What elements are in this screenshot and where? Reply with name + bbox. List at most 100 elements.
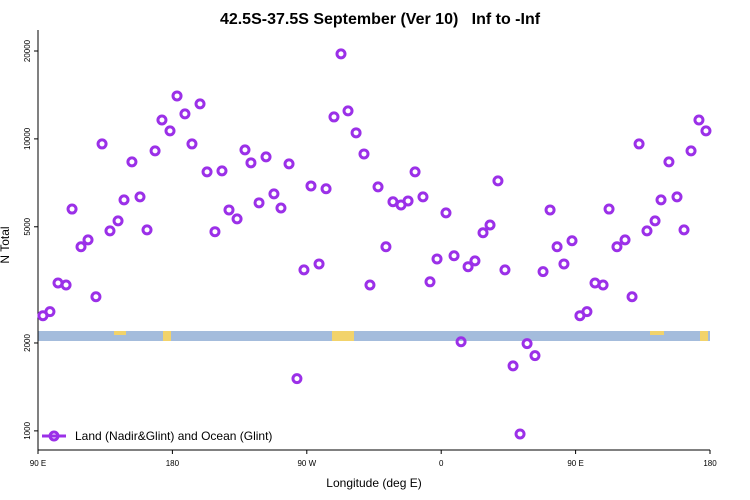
point (372, 181, 384, 193)
x-tick-label: 90 E (30, 459, 46, 468)
mask-land (700, 331, 708, 341)
point (313, 258, 325, 270)
point (82, 234, 94, 246)
point (514, 428, 526, 440)
point (409, 166, 421, 178)
point (260, 151, 272, 163)
point (551, 241, 563, 253)
point (626, 291, 638, 303)
point (275, 202, 287, 214)
point (239, 144, 251, 156)
mask-band (38, 331, 710, 341)
point (424, 276, 436, 288)
point (283, 158, 295, 170)
point (194, 98, 206, 110)
point (603, 203, 615, 215)
point (431, 253, 443, 265)
point (253, 197, 265, 209)
point (507, 360, 519, 372)
chart-title: 42.5S-37.5S September (Ver 10) Inf to -I… (220, 11, 541, 28)
y-tick-label: 5000 (23, 217, 32, 235)
point (499, 264, 511, 276)
point (60, 279, 72, 291)
point (693, 114, 705, 126)
x-axis-label: Longitude (deg E) (326, 476, 421, 490)
point (66, 203, 78, 215)
point (118, 194, 130, 206)
legend: Land (Nadir&Glint) and Ocean (Glint) (42, 429, 272, 443)
x-tick-label: 90 W (297, 459, 316, 468)
point (417, 191, 429, 203)
point (492, 175, 504, 187)
point (700, 125, 712, 137)
point (462, 261, 474, 273)
point (104, 225, 116, 237)
x-tick-label: 0 (439, 459, 444, 468)
point (448, 250, 460, 262)
mask-land (332, 331, 354, 341)
point (521, 338, 533, 350)
point (335, 48, 347, 60)
point (380, 241, 392, 253)
point (134, 191, 146, 203)
point (537, 266, 549, 278)
point (291, 373, 303, 385)
legend-marker (48, 430, 60, 442)
point (440, 207, 452, 219)
point (179, 108, 191, 120)
point (671, 191, 683, 203)
point (149, 145, 161, 157)
point (231, 213, 243, 225)
y-tick-label: 1000 (23, 421, 32, 439)
point (75, 241, 87, 253)
point (201, 166, 213, 178)
point (298, 264, 310, 276)
point (305, 180, 317, 192)
x-tick-label: 180 (703, 459, 717, 468)
point (611, 241, 623, 253)
point (350, 127, 362, 139)
point (597, 279, 609, 291)
point (484, 219, 496, 231)
point (469, 255, 481, 267)
point (171, 90, 183, 102)
point (156, 114, 168, 126)
x-tick-label: 90 E (567, 459, 583, 468)
point (455, 336, 467, 348)
point (364, 279, 376, 291)
point (402, 195, 414, 207)
point (126, 156, 138, 168)
point (209, 226, 221, 238)
point (216, 165, 228, 177)
point (320, 183, 332, 195)
point (44, 306, 56, 318)
point (112, 215, 124, 227)
point (619, 234, 631, 246)
point (141, 224, 153, 236)
point (558, 258, 570, 270)
point (685, 145, 697, 157)
point (641, 225, 653, 237)
point (477, 227, 489, 239)
point (358, 148, 370, 160)
y-axis-label: N Total (0, 226, 12, 263)
legend-label: Land (Nadir&Glint) and Ocean (Glint) (75, 429, 272, 443)
x-tick-label: 180 (166, 459, 180, 468)
point (342, 105, 354, 117)
y-tick-label: 2000 (23, 334, 32, 352)
point (245, 157, 257, 169)
point (678, 224, 690, 236)
point (566, 235, 578, 247)
point (268, 188, 280, 200)
y-tick-label: 10000 (23, 127, 32, 150)
point (529, 350, 541, 362)
mask-land (114, 331, 126, 335)
point (649, 215, 661, 227)
mask-land (650, 331, 664, 335)
mask-land (163, 331, 171, 341)
point (328, 111, 340, 123)
point (164, 125, 176, 137)
point (663, 156, 675, 168)
point (186, 138, 198, 150)
